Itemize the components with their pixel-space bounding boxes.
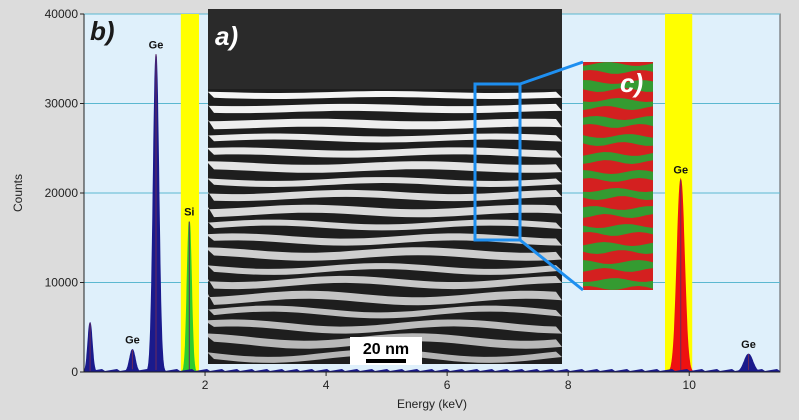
y-tick-label: 10000 xyxy=(45,276,79,290)
y-tick-label: 20000 xyxy=(45,186,79,200)
y-tick-label: 30000 xyxy=(45,97,79,111)
panel-label-a: a) xyxy=(215,21,238,51)
map-layer xyxy=(583,242,653,254)
peak-label: Ge xyxy=(149,39,164,51)
y-ticks: 0 10000 20000 30000 40000 xyxy=(45,7,84,379)
x-tick-label: 8 xyxy=(565,378,572,392)
peak-labels: Ge Ge Si Ge Ge xyxy=(125,39,756,351)
x-ticks: 2 4 6 8 10 xyxy=(202,372,697,392)
map-layer xyxy=(583,188,653,200)
tem-layer xyxy=(208,290,562,306)
tem-layer xyxy=(208,319,562,334)
tem-layer xyxy=(208,349,562,363)
tem-layer xyxy=(208,247,562,261)
zoom-box xyxy=(473,82,522,242)
map-layer xyxy=(583,170,653,182)
x-tick-label: 2 xyxy=(202,378,209,392)
map-layer xyxy=(583,224,653,236)
panel-label-b: b) xyxy=(90,16,115,46)
peak-label: Si xyxy=(184,207,194,219)
scale-bar xyxy=(366,359,406,363)
highlight-band xyxy=(180,14,199,372)
map-layer xyxy=(583,80,653,92)
map-layer xyxy=(583,134,653,146)
y-axis-label: Counts xyxy=(11,174,25,212)
map-layer xyxy=(583,98,653,110)
tem-layer xyxy=(208,275,562,290)
map-layer xyxy=(583,206,653,218)
map-layer xyxy=(583,152,653,164)
map-layer xyxy=(583,278,653,290)
y-tick-label: 0 xyxy=(71,365,78,379)
peak-label: Ge xyxy=(741,339,756,351)
zoom-connector-bottom xyxy=(519,238,584,292)
spectrum-baseline xyxy=(84,369,780,372)
elemental-map xyxy=(583,62,653,290)
x-axis-label: Energy (keV) xyxy=(397,397,467,411)
peak-label: Ge xyxy=(673,165,688,177)
zoom-connector-top xyxy=(519,60,584,86)
map-layer xyxy=(583,116,653,128)
map-layer xyxy=(583,260,653,272)
x-tick-label: 10 xyxy=(683,378,697,392)
tem-layer xyxy=(208,263,562,275)
map-layer xyxy=(583,62,653,74)
peak-label: Ge xyxy=(125,335,140,347)
x-tick-label: 6 xyxy=(444,378,451,392)
x-tick-label: 4 xyxy=(323,378,330,392)
tem-image xyxy=(208,9,562,364)
panel-label-c: c) xyxy=(620,68,643,98)
scale-bar-label: 20 nm xyxy=(363,341,409,358)
tem-layer xyxy=(208,305,562,319)
y-tick-label: 40000 xyxy=(45,7,79,21)
